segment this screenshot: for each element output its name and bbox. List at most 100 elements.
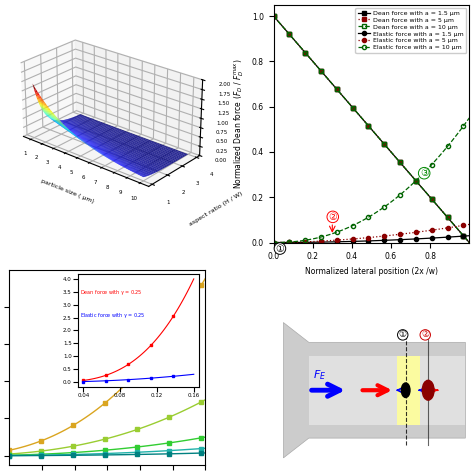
force with γ = 0.5 xyxy=(79,442,84,447)
Dean force with a = 1.5 μm xyxy=(451,221,456,227)
Dean force with a = 5 μm xyxy=(372,130,377,136)
force with γ = 0.5 xyxy=(82,441,88,447)
force with γ = 0.25 xyxy=(15,446,20,451)
force with γ = 1 xyxy=(166,440,172,446)
force with γ = 1 xyxy=(202,434,208,440)
force with γ = 2 xyxy=(99,451,104,456)
force with γ = 0.5 xyxy=(198,399,204,405)
force with γ = 0.25 xyxy=(71,422,76,428)
Elastic force with a = 10 μm xyxy=(308,237,314,242)
Text: $F_E$: $F_E$ xyxy=(313,369,326,383)
Elastic force with a = 10 μm xyxy=(372,211,377,217)
force with γ = 0.5 xyxy=(18,450,24,456)
Elastic force with a = 5 μm xyxy=(316,238,322,244)
force with γ = 4 xyxy=(51,453,56,458)
force with γ = 0.5 xyxy=(7,451,12,457)
force with γ = 0.5 xyxy=(170,412,176,418)
force with γ = 0.5 xyxy=(178,409,184,415)
force with γ = 2 xyxy=(170,447,176,453)
force with γ = 1 xyxy=(142,443,148,449)
force with γ = 0.25 xyxy=(170,325,176,331)
force with γ = 4 xyxy=(66,453,72,458)
force with γ = 1 xyxy=(10,452,16,458)
force with γ = 0.5 xyxy=(99,437,104,443)
force with γ = 4 xyxy=(79,452,84,458)
force with γ = 4 xyxy=(114,452,120,457)
force with γ = 2 xyxy=(18,453,24,458)
force with γ = 0.5 xyxy=(38,448,44,454)
force with γ = 4 xyxy=(135,452,140,457)
force with γ = 1 xyxy=(194,436,200,441)
Dean force with a = 10 μm xyxy=(466,240,472,246)
force with γ = 0.5 xyxy=(130,428,136,434)
force with γ = 0.25 xyxy=(118,386,124,392)
force with γ = 0.25 xyxy=(23,443,28,449)
Elastic force with a = 1.5 μm xyxy=(271,240,276,246)
force with γ = 0.25 xyxy=(122,382,128,388)
Dean force with a = 5 μm xyxy=(308,57,314,63)
force with γ = 0.25 xyxy=(146,356,152,362)
force with γ = 0.25 xyxy=(51,433,56,438)
force with γ = 0.25 xyxy=(27,442,32,448)
force with γ = 2 xyxy=(135,449,140,455)
Dean force with a = 10 μm xyxy=(308,57,314,63)
force with γ = 2 xyxy=(79,451,84,457)
Elastic force with a = 5 μm xyxy=(456,223,462,229)
Line: force with γ = 1: force with γ = 1 xyxy=(8,435,207,457)
force with γ = 4 xyxy=(7,453,12,458)
force with γ = 0.25 xyxy=(79,418,84,423)
force with γ = 0.5 xyxy=(46,447,52,453)
Line: Elastic force with a = 1.5 μm: Elastic force with a = 1.5 μm xyxy=(272,234,471,245)
force with γ = 1 xyxy=(186,437,192,443)
Dean force with a = 10 μm xyxy=(456,228,462,234)
Line: force with γ = 0.25: force with γ = 0.25 xyxy=(8,277,207,452)
force with γ = 0.25 xyxy=(7,447,12,453)
force with γ = 1 xyxy=(178,438,184,444)
force with γ = 4 xyxy=(142,451,148,457)
force with γ = 1 xyxy=(35,452,40,457)
Elastic force with a = 5 μm xyxy=(451,224,456,230)
force with γ = 0.5 xyxy=(174,411,180,417)
force with γ = 0.5 xyxy=(63,445,68,450)
force with γ = 2 xyxy=(186,447,192,452)
force with γ = 0.25 xyxy=(186,302,192,308)
force with γ = 0.25 xyxy=(138,365,144,371)
force with γ = 0.5 xyxy=(59,446,64,451)
force with γ = 0.25 xyxy=(107,397,112,402)
force with γ = 0.25 xyxy=(63,427,68,433)
X-axis label: Normalized lateral position (2x /w): Normalized lateral position (2x /w) xyxy=(305,267,438,276)
force with γ = 2 xyxy=(31,452,36,458)
force with γ = 1 xyxy=(63,450,68,456)
force with γ = 0.5 xyxy=(202,397,208,403)
Bar xyxy=(397,356,420,425)
force with γ = 0.5 xyxy=(107,435,112,441)
Text: ①: ① xyxy=(399,330,407,339)
Dean force with a = 5 μm xyxy=(271,13,276,19)
force with γ = 1 xyxy=(174,439,180,445)
Elastic force with a = 10 μm xyxy=(456,128,462,134)
force with γ = 0.25 xyxy=(94,406,100,412)
force with γ = 1 xyxy=(55,451,60,456)
force with γ = 1 xyxy=(102,447,108,453)
force with γ = 2 xyxy=(51,452,56,458)
Elastic force with a = 5 μm xyxy=(466,221,472,227)
force with γ = 1 xyxy=(127,445,132,451)
Dean force with a = 1.5 μm xyxy=(316,66,322,72)
Circle shape xyxy=(401,383,410,398)
force with γ = 4 xyxy=(110,452,116,458)
force with γ = 0.5 xyxy=(110,434,116,440)
force with γ = 2 xyxy=(91,451,96,457)
force with γ = 4 xyxy=(107,452,112,458)
force with γ = 1 xyxy=(182,438,188,443)
force with γ = 1 xyxy=(158,441,164,447)
force with γ = 0.5 xyxy=(127,429,132,435)
force with γ = 2 xyxy=(46,452,52,458)
force with γ = 2 xyxy=(166,448,172,454)
force with γ = 2 xyxy=(27,453,32,458)
force with γ = 0.25 xyxy=(194,289,200,295)
force with γ = 1 xyxy=(146,443,152,448)
force with γ = 2 xyxy=(158,448,164,454)
force with γ = 2 xyxy=(35,452,40,458)
Text: ②: ② xyxy=(421,330,429,339)
force with γ = 0.25 xyxy=(182,308,188,313)
